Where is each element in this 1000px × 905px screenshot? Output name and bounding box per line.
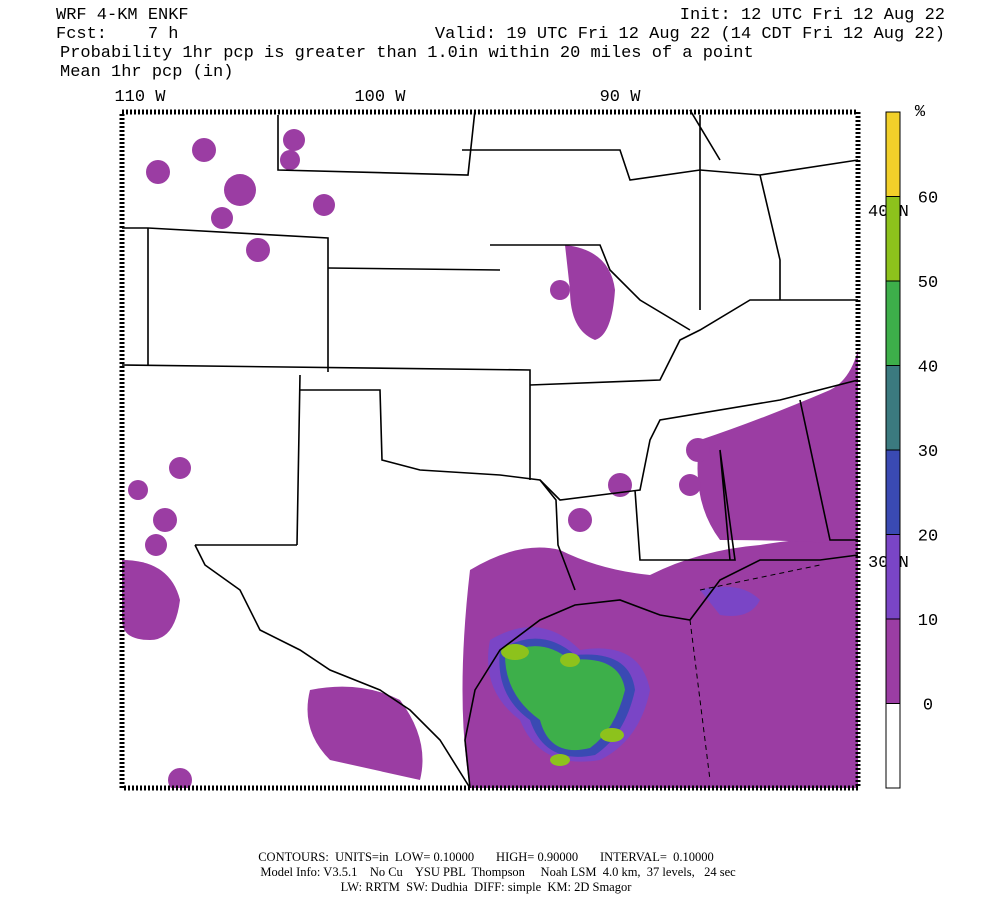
colorbar-tick-label: 40 [918,359,938,378]
map-frame [119,109,861,791]
colorbar-segment [886,365,900,450]
field-title: Probability 1hr pcp is greater than 1.0i… [60,44,754,63]
colorbar-tick-label: 10 [918,612,938,631]
colorbar-segment [886,281,900,366]
colorbar-segment [886,534,900,619]
map [119,109,861,791]
init-time: Init: 12 UTC Fri 12 Aug 22 [680,6,945,25]
model-name: WRF 4-KM ENKF [56,6,189,25]
lon-label: 90 W [600,88,642,107]
footer-line: CONTOURS: UNITS=in LOW= 0.10000 HIGH= 0.… [258,850,714,864]
colorbar-tick-label: 0 [923,697,933,716]
colorbar-segment [886,450,900,535]
contour-title: Mean 1hr pcp (in) [60,63,233,82]
colorbar-tick-label: 60 [918,190,938,209]
colorbar-segment [886,112,900,197]
valid-time: Valid: 19 UTC Fri 12 Aug 22 (14 CDT Fri … [435,25,945,44]
precip-field [122,129,858,788]
colorbar-tick-label: 30 [918,443,938,462]
colorbar-segment [886,703,900,788]
colorbar-segment [886,196,900,281]
lon-label: 110 W [114,88,166,107]
colorbar: % 0 10 20 30 40 50 60 [885,103,938,789]
colorbar-segment [886,619,900,704]
state-borders [121,109,859,789]
colorbar-tick-label: 50 [918,274,938,293]
colorbar-tick-label: 20 [918,528,938,547]
forecast-hour: Fcst: 7 h [56,25,178,44]
colorbar-unit: % [915,103,926,122]
footer-line: Model Info: V3.5.1 No Cu YSU PBL Thompso… [260,865,736,879]
footer-line: LW: RRTM SW: Dudhia DIFF: simple KM: 2D … [341,880,633,894]
lon-label: 100 W [354,88,406,107]
